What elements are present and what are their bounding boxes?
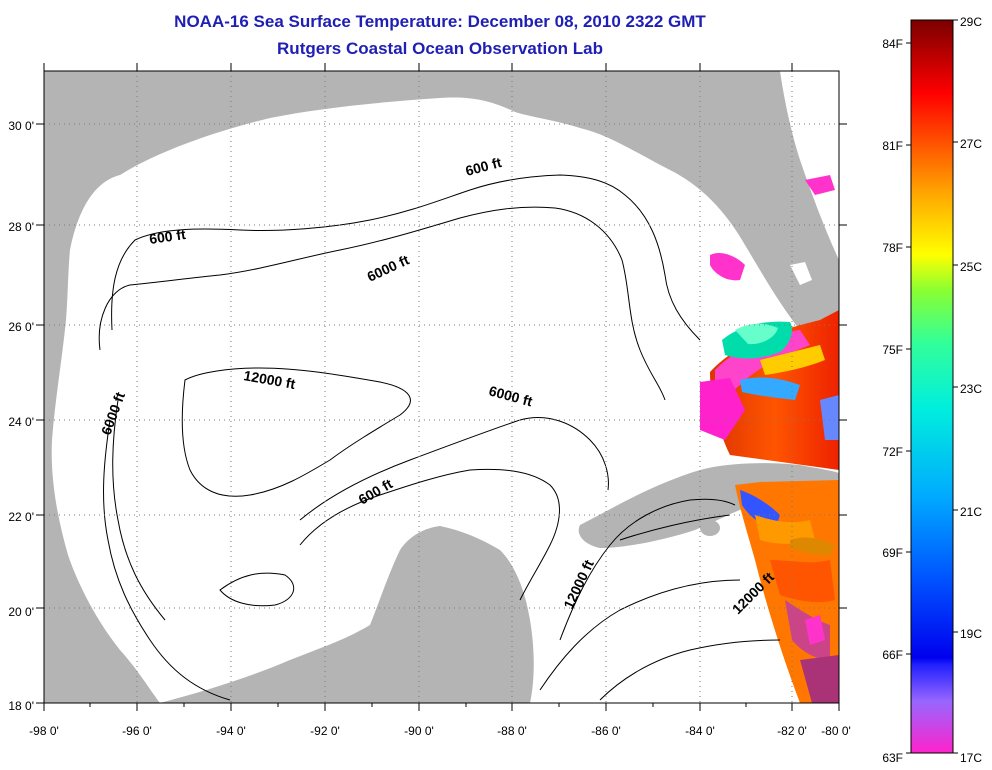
y-tick-label: 28 0' [8, 220, 34, 234]
colorbar-c-label: 29C [960, 15, 982, 29]
yucatan-land [160, 526, 534, 703]
colorbar-f-label: 72F [882, 445, 903, 459]
colorbar-f-label: 75F [882, 343, 903, 357]
colorbar-c-label: 17C [960, 751, 982, 765]
x-tick-label: -84 0' [685, 724, 715, 738]
contour-6000-west [112, 399, 166, 621]
colorbar-f-label: 63F [882, 751, 903, 765]
isle-land [700, 520, 720, 536]
bathymetry-contours [98, 174, 781, 701]
x-tick-label: -94 0' [216, 724, 246, 738]
frame-ticks [36, 63, 847, 711]
colorbar-f-labels: 84F 81F 78F 75F 72F 69F 66F 63F [882, 37, 903, 765]
colorbar-f-label: 66F [882, 648, 903, 662]
colorbar-c-label: 19C [960, 627, 982, 641]
y-tick-label: 22 0' [8, 510, 34, 524]
y-tick-label: 24 0' [8, 415, 34, 429]
x-axis-labels: -98 0' -96 0' -94 0' -92 0' -90 0' -88 0… [29, 724, 851, 738]
colorbar-c-labels: 29C 27C 25C 23C 21C 19C 17C [960, 15, 982, 765]
contour-600-south [299, 468, 560, 601]
map-subtitle: Rutgers Coastal Ocean Observation Lab [277, 39, 603, 58]
x-tick-label: -80 0' [821, 724, 851, 738]
sst-swath [700, 175, 839, 703]
colorbar-ticks [906, 19, 958, 754]
x-tick-label: -86 0' [591, 724, 621, 738]
colorbar [910, 19, 954, 754]
colorbar-c-label: 27C [960, 137, 982, 151]
x-tick-label: -96 0' [122, 724, 152, 738]
colorbar-c-label: 23C [960, 382, 982, 396]
y-tick-label: 18 0' [8, 699, 34, 713]
y-axis-labels: 18 0' 20 0' 22 0' 24 0' 26 0' 28 0' 30 0… [8, 119, 34, 713]
y-tick-label: 26 0' [8, 320, 34, 334]
x-tick-label: -98 0' [29, 724, 59, 738]
colorbar-f-label: 78F [882, 241, 903, 255]
x-tick-label: -90 0' [404, 724, 434, 738]
map-title: NOAA-16 Sea Surface Temperature: Decembe… [174, 12, 706, 31]
colorbar-f-label: 81F [882, 139, 903, 153]
x-tick-label: -92 0' [310, 724, 340, 738]
y-tick-label: 30 0' [8, 119, 34, 133]
contour-6000-outer [98, 206, 666, 401]
graticule [44, 71, 839, 703]
contour-12000 [181, 367, 411, 497]
colorbar-c-label: 21C [960, 505, 982, 519]
contour-6000-east [299, 417, 609, 521]
x-tick-label: -88 0' [497, 724, 527, 738]
y-tick-label: 20 0' [8, 605, 34, 619]
contour-12000-se [559, 498, 736, 641]
contour-600-west [103, 419, 231, 701]
colorbar-f-label: 84F [882, 37, 903, 51]
contour-label-600-nw: 600 ft [148, 226, 187, 247]
colorbar-c-label: 25C [960, 260, 982, 274]
gulf-ocean [51, 97, 839, 703]
colorbar-f-label: 69F [882, 546, 903, 560]
x-tick-label: -82 0' [777, 724, 807, 738]
contour-600-outer [111, 174, 701, 341]
map-frame [43, 70, 840, 704]
atlantic-ocean [780, 71, 839, 260]
